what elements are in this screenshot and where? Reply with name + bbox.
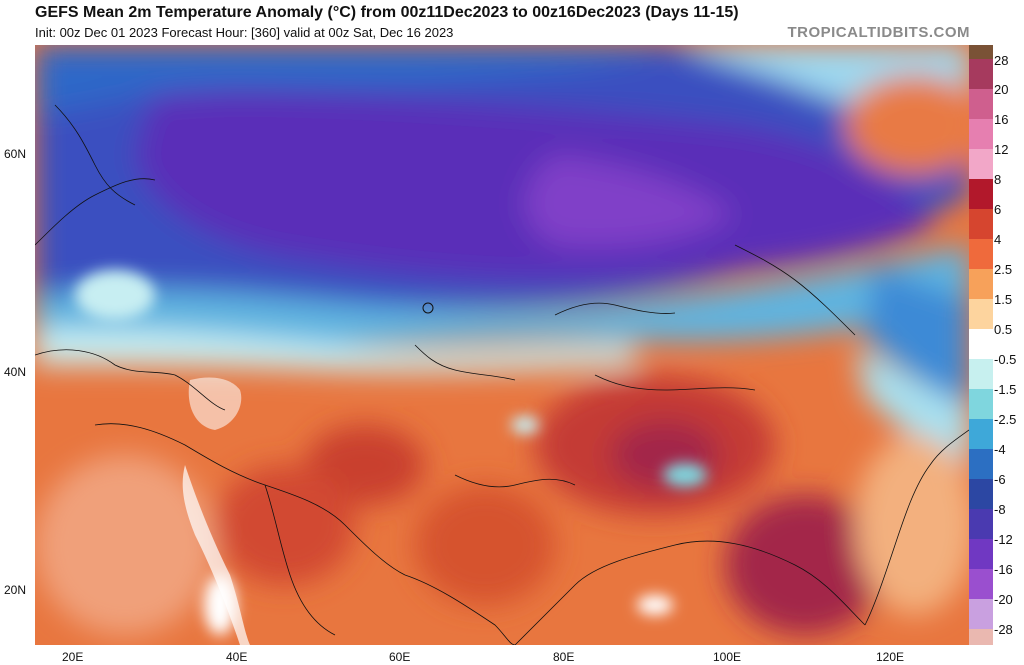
colorbar-cell <box>969 209 993 239</box>
colorbar-cell <box>969 239 993 269</box>
colorbar-label: 1.5 <box>994 292 1013 307</box>
map-canvas <box>35 45 969 645</box>
colorbar-cap-top <box>969 45 993 59</box>
lon-label-20e: 20E <box>62 650 84 664</box>
anomaly-field <box>35 45 969 635</box>
colorbar-cell <box>969 539 993 569</box>
colorbar-cell <box>969 179 993 209</box>
lon-label-40e: 40E <box>226 650 248 664</box>
colorbar-label: 4 <box>994 232 1002 247</box>
colorbar-cell <box>969 359 993 389</box>
anomaly-map <box>35 45 969 645</box>
caspian-sea <box>188 377 242 430</box>
lon-label-60e: 60E <box>389 650 411 664</box>
map-title: GEFS Mean 2m Temperature Anomaly (°C) fr… <box>35 4 739 21</box>
lon-label-100e: 100E <box>713 650 742 664</box>
colorbar-label: -28 <box>994 622 1013 637</box>
colorbar-label: -2.5 <box>994 412 1017 427</box>
map-subtitle: Init: 00z Dec 01 2023 Forecast Hour: [36… <box>35 25 454 40</box>
colorbar-cell <box>969 269 993 299</box>
colorbar-cell <box>969 59 993 89</box>
colorbar-label: 28 <box>994 53 1009 68</box>
brand-watermark: TROPICALTIDBITS.COM <box>787 24 970 41</box>
coastlines <box>35 104 969 645</box>
lon-label-120e: 120E <box>876 650 905 664</box>
colorbar-cell <box>969 149 993 179</box>
colorbar: 28 20 16 12 8 6 4 2.5 1.5 0.5 -0.5 -1.5 … <box>969 45 1016 645</box>
colorbar-cell <box>969 569 993 599</box>
colorbar-label: -16 <box>994 562 1013 577</box>
lat-label-20n: 20N <box>4 583 27 597</box>
colorbar-cell <box>969 599 993 629</box>
colorbar-cell <box>969 329 993 359</box>
colorbar-label: 0.5 <box>994 322 1013 337</box>
colorbar-cell <box>969 479 993 509</box>
lat-label-40n: 40N <box>4 365 27 379</box>
anomaly-detail <box>75 270 707 635</box>
colorbar-label: 20 <box>994 82 1009 97</box>
colorbar-label: -8 <box>994 502 1006 517</box>
lon-label-80e: 80E <box>553 650 575 664</box>
colorbar-label: -1.5 <box>994 382 1017 397</box>
colorbar-label: 2.5 <box>994 262 1013 277</box>
colorbar-cell <box>969 509 993 539</box>
colorbar-label: -20 <box>994 592 1013 607</box>
colorbar-cell <box>969 449 993 479</box>
red-sea <box>182 465 250 645</box>
colorbar-label: 16 <box>994 112 1009 127</box>
colorbar-label: -0.5 <box>994 352 1017 367</box>
lake-outline <box>422 302 434 314</box>
colorbar-label: -4 <box>994 442 1006 457</box>
colorbar-cell <box>969 299 993 329</box>
colorbar-cell <box>969 89 993 119</box>
colorbar-cell <box>969 419 993 449</box>
colorbar-cell <box>969 119 993 149</box>
colorbar-label: 6 <box>994 202 1002 217</box>
colorbar-cell <box>969 389 993 419</box>
colorbar-label: -12 <box>994 532 1013 547</box>
colorbar-cap-bottom <box>969 629 993 645</box>
lat-label-60n: 60N <box>4 147 27 161</box>
colorbar-label: 12 <box>994 142 1009 157</box>
colorbar-label: -6 <box>994 472 1006 487</box>
colorbar-label: 8 <box>994 172 1002 187</box>
